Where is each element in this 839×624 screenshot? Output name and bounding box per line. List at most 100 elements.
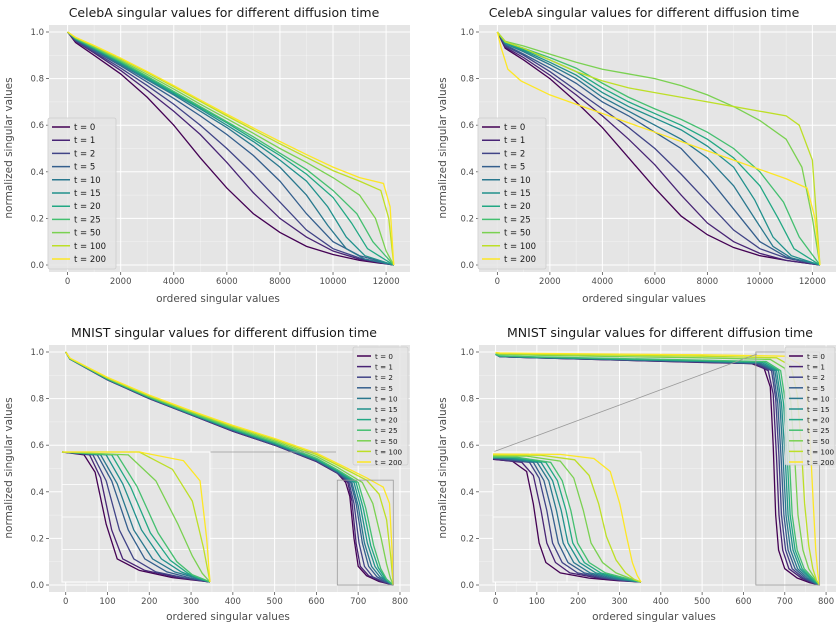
series-line (67, 31, 394, 266)
x-tick-label: 100 (529, 597, 545, 607)
series-line (65, 351, 394, 586)
x-tick-label: 300 (183, 597, 199, 607)
y-tick-label: 0.0 (30, 261, 44, 271)
y-tick-label: 0.2 (460, 534, 474, 544)
legend-entry: t = 2 (375, 373, 393, 382)
legend-entry: t = 25 (74, 215, 101, 225)
y-tick-label: 0.6 (30, 121, 44, 131)
series-line (67, 31, 395, 266)
series-line (496, 31, 821, 266)
legend-entry: t = 20 (807, 416, 830, 425)
x-tick-label: 100 (99, 597, 115, 607)
x-tick-label: 400 (225, 597, 241, 607)
legend-entry: t = 0 (74, 123, 95, 133)
series-lines (65, 351, 394, 586)
legend-entry: t = 200 (74, 255, 106, 265)
series-line (496, 31, 821, 266)
legend-entry: t = 5 (807, 384, 825, 393)
x-axis-label: ordered singular values (582, 293, 706, 305)
x-tick-label: 800 (818, 597, 834, 607)
y-tick-label: 0.2 (30, 534, 44, 544)
y-tick-label: 0.0 (30, 581, 44, 591)
x-tick-label: 10000 (319, 277, 346, 287)
legend-entry: t = 50 (375, 437, 398, 446)
inset-series-line (492, 456, 642, 583)
legend-entry: t = 1 (375, 363, 393, 372)
zoom-connector (492, 353, 758, 453)
series-line (496, 31, 821, 266)
x-tick-label: 12000 (799, 277, 826, 287)
y-tick-label: 0.8 (30, 75, 44, 85)
x-tick-label: 2000 (110, 277, 132, 287)
inset-zoom (61, 451, 211, 583)
x-tick-label: 6000 (644, 277, 666, 287)
legend-entry: t = 100 (504, 242, 536, 252)
series-line (496, 31, 821, 266)
legend-entry: t = 200 (807, 458, 835, 467)
x-tick-label: 700 (350, 597, 366, 607)
series-line (67, 31, 395, 266)
x-tick-label: 600 (735, 597, 751, 607)
legend-entry: t = 5 (504, 163, 525, 173)
y-tick-label: 0.0 (460, 261, 474, 271)
legend-entry: t = 200 (504, 255, 536, 265)
legend-entry: t = 25 (807, 426, 830, 435)
x-tick-label: 4000 (592, 277, 614, 287)
series-line (67, 31, 394, 266)
x-tick-label: 600 (308, 597, 324, 607)
series-line (496, 31, 821, 266)
legend-entry: t = 2 (807, 373, 825, 382)
y-tick-label: 1.0 (460, 28, 474, 38)
x-tick-label: 300 (611, 597, 627, 607)
y-tick-label: 0.4 (460, 168, 474, 178)
series-line (496, 31, 821, 266)
x-tick-label: 0 (65, 277, 70, 287)
legend-entry: t = 15 (74, 189, 101, 199)
y-tick-label: 0.4 (30, 488, 44, 498)
x-tick-label: 2000 (539, 277, 561, 287)
x-axis-label: ordered singular values (592, 611, 716, 623)
x-tick-label: 700 (777, 597, 793, 607)
legend-entry: t = 15 (807, 405, 830, 414)
y-axis-label: normalized singular values (3, 397, 15, 538)
x-tick-label: 12000 (373, 277, 400, 287)
series-lines (495, 351, 821, 586)
inset-series-line (61, 451, 211, 583)
legend-entry: t = 50 (807, 437, 830, 446)
inset-series-line (62, 451, 211, 583)
series-lines (496, 31, 821, 266)
legend: t = 0t = 1t = 2t = 5t = 10t = 15t = 20t … (352, 346, 409, 467)
y-tick-label: 0.2 (460, 214, 474, 224)
legend: t = 0t = 1t = 2t = 5t = 10t = 15t = 20t … (477, 117, 547, 270)
legend-entry: t = 0 (807, 352, 825, 361)
x-tick-label: 0 (493, 597, 498, 607)
x-tick-label: 4000 (163, 277, 185, 287)
panel-celeba-right: CelebA singular values for different dif… (437, 5, 836, 305)
x-tick-label: 0 (63, 597, 68, 607)
legend-entry: t = 2 (74, 149, 95, 159)
y-tick-label: 1.0 (460, 348, 474, 358)
y-tick-label: 0.8 (30, 395, 44, 405)
y-tick-label: 0.4 (460, 488, 474, 498)
legend-entry: t = 1 (807, 363, 825, 372)
legend-entry: t = 100 (74, 242, 106, 252)
y-tick-label: 0.2 (30, 214, 44, 224)
legend-entry: t = 20 (504, 202, 531, 212)
series-line (496, 31, 821, 266)
legend-entry: t = 10 (74, 176, 101, 186)
legend-entry: t = 20 (375, 416, 398, 425)
legend-entry: t = 15 (504, 189, 531, 199)
legend-entry: t = 0 (504, 123, 525, 133)
x-tick-label: 8000 (697, 277, 719, 287)
y-tick-label: 0.8 (460, 395, 474, 405)
legend-box (477, 117, 547, 270)
y-axis-label: normalized singular values (437, 77, 449, 218)
y-tick-label: 1.0 (30, 348, 44, 358)
inset-series-line (492, 454, 642, 583)
y-tick-label: 0.6 (460, 121, 474, 131)
legend: t = 0t = 1t = 2t = 5t = 10t = 15t = 20t … (784, 346, 836, 467)
x-tick-label: 800 (392, 597, 408, 607)
series-line (67, 31, 394, 266)
legend-entry: t = 200 (375, 458, 403, 467)
legend-entry: t = 10 (375, 394, 398, 403)
